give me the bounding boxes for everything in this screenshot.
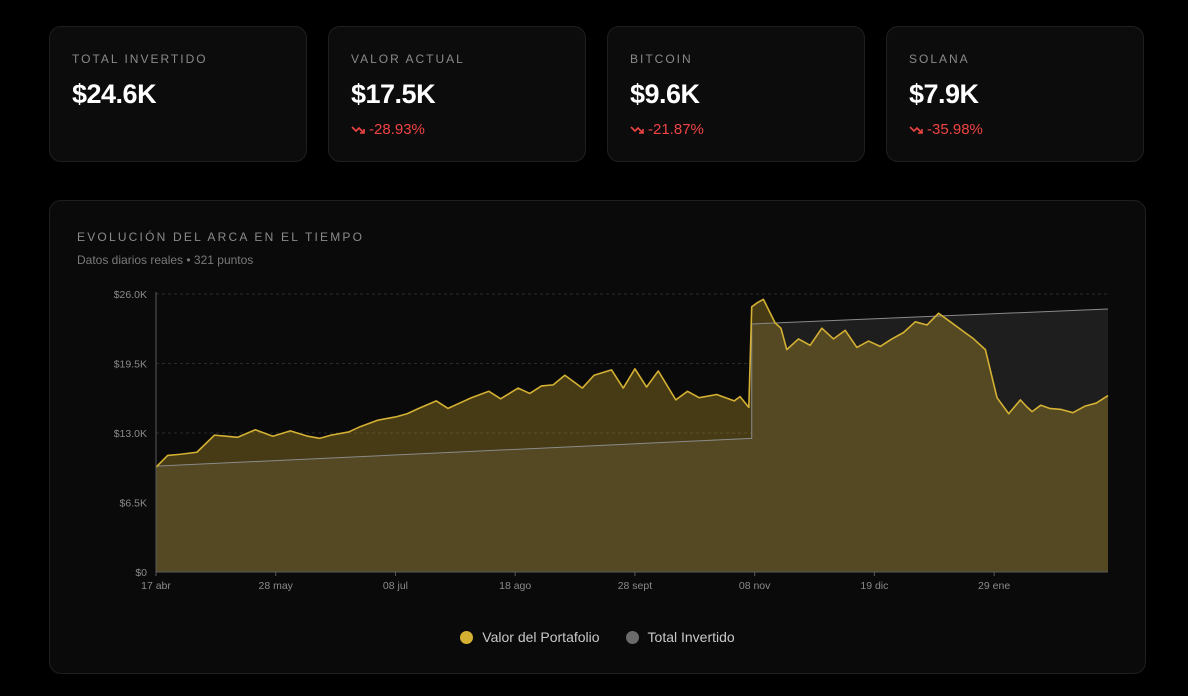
legend-dot-portfolio	[460, 630, 474, 644]
chart-subtitle: Datos diarios reales • 321 puntos	[77, 253, 254, 267]
legend-item-invested[interactable]: Total Invertido	[625, 629, 735, 645]
change-value: -28.93%	[369, 121, 425, 138]
card-value: $17.5K	[351, 79, 436, 109]
card-label: TOTAL INVERTIDO	[72, 52, 208, 66]
y-tick-label: $13.0K	[114, 428, 147, 440]
x-tick-label: 08 jul	[383, 580, 408, 592]
change-value: -21.87%	[648, 121, 704, 138]
card-valor-actual: VALOR ACTUAL $17.5K -28.93%	[328, 26, 586, 162]
trending-down-icon	[351, 125, 365, 134]
legend-label: Valor del Portafolio	[482, 629, 600, 645]
portfolio-line	[155, 298, 1109, 468]
card-bitcoin: BITCOIN $9.6K -21.87%	[607, 26, 865, 162]
card-value: $24.6K	[72, 79, 157, 109]
x-tick-label: 08 nov	[739, 580, 771, 592]
portfolio-chart[interactable]: $0 $6.5K $13.0K $19.5K $26.0K 17 abr 28 may 08 …	[50, 201, 1147, 675]
x-tick-label: 18 ago	[499, 580, 531, 592]
x-tick-label: 28 may	[259, 580, 294, 592]
chart-panel: $0 $6.5K $13.0K $19.5K $26.0K 17 abr 28 may 08 …	[49, 200, 1146, 674]
trending-down-icon	[909, 125, 923, 134]
y-tick-label: $26.0K	[114, 289, 147, 301]
y-tick-label: $0	[135, 567, 147, 579]
card-label: VALOR ACTUAL	[351, 52, 465, 66]
card-label: BITCOIN	[630, 52, 693, 66]
x-tick-label: 17 abr	[141, 580, 171, 592]
invested-area	[156, 308, 1108, 572]
legend-item-portfolio[interactable]: Valor del Portafolio	[460, 629, 600, 645]
card-total-invertido: TOTAL INVERTIDO $24.6K	[49, 26, 307, 162]
y-tick-label: $19.5K	[114, 359, 147, 371]
card-value: $9.6K	[630, 79, 700, 109]
legend-dot-invested	[625, 630, 639, 644]
legend-label: Total Invertido	[647, 629, 735, 645]
chart-title: EVOLUCIÓN DEL ARCA EN EL TIEMPO	[77, 230, 365, 244]
trending-down-icon	[630, 125, 644, 134]
card-value: $7.9K	[909, 79, 979, 109]
x-tick-label: 29 ene	[978, 580, 1010, 592]
chart-legend: Valor del Portafolio Total Invertido	[50, 629, 1145, 645]
change-indicator: -28.93%	[351, 121, 425, 138]
change-indicator: -35.98%	[909, 121, 983, 138]
portfolio-area	[156, 299, 1108, 572]
change-value: -35.98%	[927, 121, 983, 138]
card-solana: SOLANA $7.9K -35.98%	[886, 26, 1144, 162]
y-tick-label: $6.5K	[120, 498, 147, 510]
change-indicator: -21.87%	[630, 121, 704, 138]
invested-line	[155, 308, 1109, 467]
card-label: SOLANA	[909, 52, 970, 66]
x-tick-label: 28 sept	[618, 580, 653, 592]
x-tick-label: 19 dic	[860, 580, 888, 592]
